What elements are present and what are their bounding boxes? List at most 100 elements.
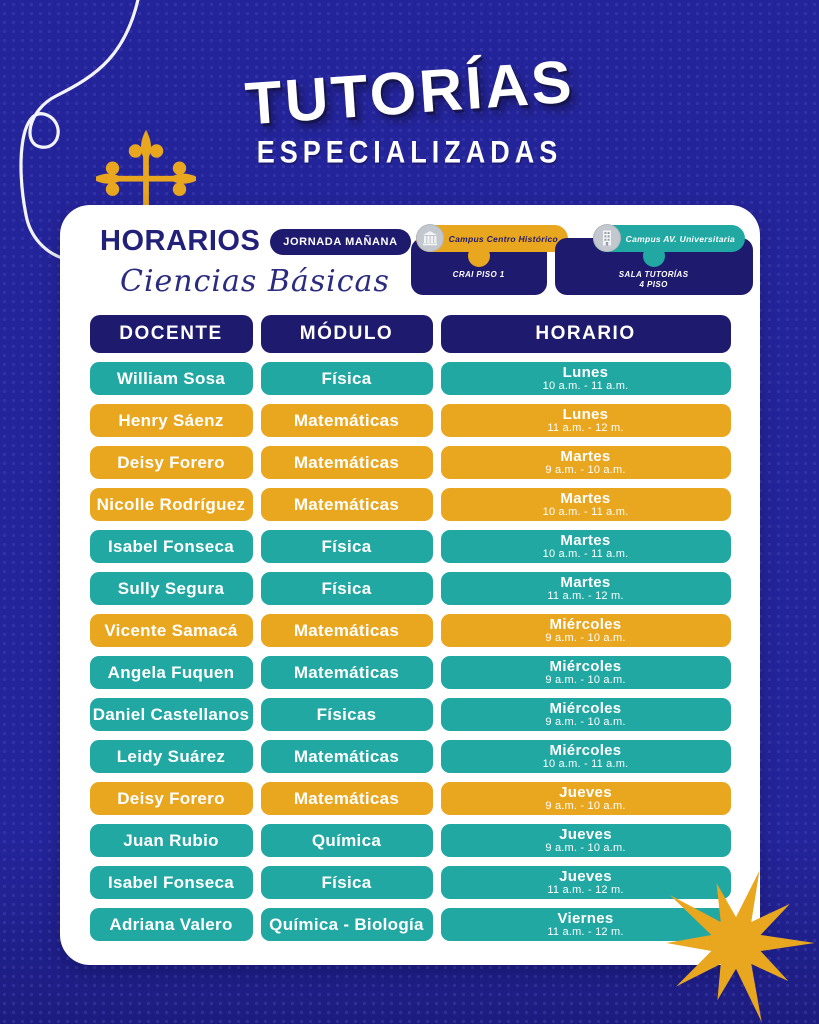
hora-label: 9 a.m. - 10 a.m. xyxy=(545,464,626,476)
ciencias-basicas-subheading: Ciencias Básicas xyxy=(120,264,390,299)
horario-cell: Martes 9 a.m. - 10 a.m. xyxy=(440,446,731,479)
modulo-cell: Física xyxy=(260,530,433,563)
modulo-cell: Matemáticas xyxy=(260,446,433,479)
horario-cell: Jueves 11 a.m. - 12 m. xyxy=(440,866,731,899)
modulo-cell: Física xyxy=(260,866,433,899)
starburst-icon xyxy=(666,870,815,1023)
legend-campus-av-universitaria: SALA TUTORÍAS 4 PISO xyxy=(554,224,753,299)
fleur-cross-icon xyxy=(96,129,196,215)
dia-label: Jueves xyxy=(559,826,612,843)
horario-cell: Lunes 11 a.m. - 12 m. xyxy=(440,404,731,437)
hora-label: 9 a.m. - 10 a.m. xyxy=(545,842,626,854)
horario-cell: Martes 11 a.m. - 12 m. xyxy=(440,572,731,605)
column-header-horario: HORARIO xyxy=(440,315,731,353)
column-header-docente: DOCENTE xyxy=(89,315,253,353)
modulo-cell: Matemáticas xyxy=(260,740,433,773)
modulo-cell: Matemáticas xyxy=(260,782,433,815)
hora-label: 10 a.m. - 11 a.m. xyxy=(542,506,629,518)
tower-building-icon xyxy=(592,224,621,252)
card-header-left: HORARIOS JORNADA MAÑANA Ciencias Básicas xyxy=(100,225,411,299)
hora-label: 11 a.m. - 12 m. xyxy=(547,590,624,602)
dia-label: Martes xyxy=(560,490,611,507)
campus-legends: CRAI PISO 1 xyxy=(410,224,753,299)
legend-location-line2: 4 PISO xyxy=(639,280,668,290)
legend-location-line1: SALA TUTORÍAS xyxy=(618,270,689,279)
hora-label: 10 a.m. - 11 a.m. xyxy=(542,758,629,770)
dia-label: Miércoles xyxy=(549,700,622,717)
docente-cell: Henry Sáenz xyxy=(89,404,253,437)
hora-label: 9 a.m. - 10 a.m. xyxy=(545,674,626,686)
dia-label: Jueves xyxy=(559,868,612,885)
dia-label: Miércoles xyxy=(549,616,622,633)
modulo-cell: Matemáticas xyxy=(260,404,433,437)
historic-building-icon xyxy=(415,224,444,252)
dia-label: Miércoles xyxy=(549,658,622,675)
dia-label: Miércoles xyxy=(549,742,622,759)
campus-pill: Campus Centro Histórico xyxy=(415,224,569,252)
hora-label: 9 a.m. - 10 a.m. xyxy=(545,716,626,728)
dia-label: Lunes xyxy=(562,364,609,381)
horario-cell: Lunes 10 a.m. - 11 a.m. xyxy=(440,362,731,395)
docente-cell: Nicolle Rodríguez xyxy=(89,488,253,521)
horario-cell: Martes 10 a.m. - 11 a.m. xyxy=(440,530,731,563)
modulo-cell: Físicas xyxy=(260,698,433,731)
legend-location-label: CRAI PISO 1 xyxy=(452,270,505,279)
campus-pill-label: Campus AV. Universitaria xyxy=(625,233,736,244)
dia-label: Martes xyxy=(560,532,611,549)
swash-curve-decoration xyxy=(19,0,140,260)
hora-label: 9 a.m. - 10 a.m. xyxy=(545,632,626,644)
docente-cell: Angela Fuquen xyxy=(89,656,253,689)
modulo-cell: Matemáticas xyxy=(260,488,433,521)
card-header: HORARIOS JORNADA MAÑANA Ciencias Básicas… xyxy=(60,205,760,299)
horario-cell: Martes 10 a.m. - 11 a.m. xyxy=(440,488,731,521)
legend-location-label: SALA TUTORÍAS 4 PISO xyxy=(619,270,689,291)
schedule-card: HORARIOS JORNADA MAÑANA Ciencias Básicas… xyxy=(60,205,760,965)
docente-cell: Daniel Castellanos xyxy=(89,698,253,731)
campus-pill-label: Campus Centro Histórico xyxy=(448,233,559,244)
dia-label: Jueves xyxy=(559,784,612,801)
modulo-cell: Química - Biología xyxy=(260,908,433,941)
horario-cell: Miércoles 10 a.m. - 11 a.m. xyxy=(440,740,731,773)
horario-cell: Miércoles 9 a.m. - 10 a.m. xyxy=(440,656,731,689)
hora-label: 11 a.m. - 12 m. xyxy=(547,926,624,938)
horarios-heading: HORARIOS xyxy=(100,225,261,257)
hora-label: 10 a.m. - 11 a.m. xyxy=(542,380,629,392)
hora-label: 10 a.m. - 11 a.m. xyxy=(542,548,629,560)
column-header-modulo: MÓDULO xyxy=(260,315,433,353)
modulo-cell: Química xyxy=(260,824,433,857)
docente-cell: William Sosa xyxy=(89,362,253,395)
dia-label: Martes xyxy=(560,448,611,465)
hora-label: 9 a.m. - 10 a.m. xyxy=(545,800,626,812)
modulo-cell: Física xyxy=(260,362,433,395)
docente-cell: Isabel Fonseca xyxy=(89,530,253,563)
docente-cell: Deisy Forero xyxy=(89,446,253,479)
schedule-table: DOCENTE MÓDULO HORARIO William Sosa Físic… xyxy=(89,315,731,941)
hora-label: 11 a.m. - 12 m. xyxy=(547,422,624,434)
poster-subtitle: ESPECIALIZADAS xyxy=(256,134,563,170)
docente-cell: Sully Segura xyxy=(89,572,253,605)
horario-cell: Jueves 9 a.m. - 10 a.m. xyxy=(440,824,731,857)
docente-cell: Deisy Forero xyxy=(89,782,253,815)
modulo-cell: Matemáticas xyxy=(260,614,433,647)
modulo-cell: Matemáticas xyxy=(260,656,433,689)
docente-cell: Vicente Samacá xyxy=(89,614,253,647)
hora-label: 11 a.m. - 12 m. xyxy=(547,884,624,896)
docente-cell: Juan Rubio xyxy=(89,824,253,857)
docente-cell: Leidy Suárez xyxy=(89,740,253,773)
dia-label: Viernes xyxy=(557,910,614,927)
docente-cell: Adriana Valero xyxy=(89,908,253,941)
horario-cell: Miércoles 9 a.m. - 10 a.m. xyxy=(440,698,731,731)
horario-cell: Jueves 9 a.m. - 10 a.m. xyxy=(440,782,731,815)
horario-cell: Miércoles 9 a.m. - 10 a.m. xyxy=(440,614,731,647)
modulo-cell: Física xyxy=(260,572,433,605)
dia-label: Martes xyxy=(560,574,611,591)
horario-cell: Viernes 11 a.m. - 12 m. xyxy=(440,908,731,941)
docente-cell: Isabel Fonseca xyxy=(89,866,253,899)
poster-title: TUTORÍAS xyxy=(242,47,577,138)
dia-label: Lunes xyxy=(562,406,609,423)
poster-header: TUTORÍAS ESPECIALIZADAS xyxy=(0,0,819,170)
jornada-badge: JORNADA MAÑANA xyxy=(270,228,411,255)
campus-pill: Campus AV. Universitaria xyxy=(592,224,746,252)
legend-campus-centro-historico: CRAI PISO 1 xyxy=(410,224,569,299)
